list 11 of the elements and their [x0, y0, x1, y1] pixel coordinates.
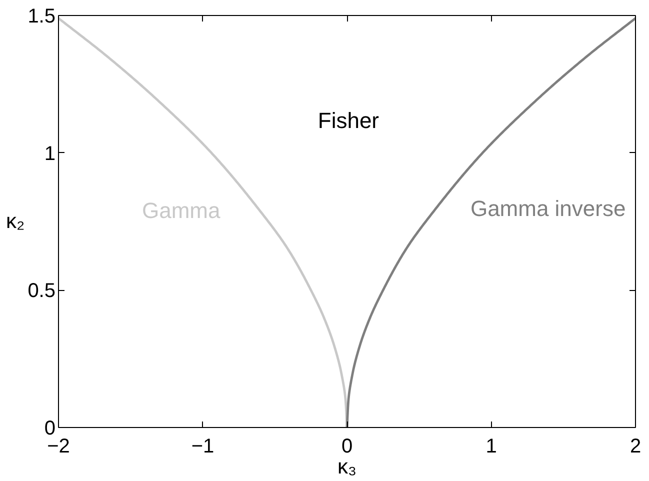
x-tick-label: 1 — [486, 436, 497, 458]
annotation: Fisher — [318, 108, 380, 134]
series-label: Gamma inverse — [470, 196, 626, 222]
x-axis-title: κ₃ — [337, 456, 357, 478]
x-tick-label: 0 — [341, 436, 353, 458]
x-tick-label: −1 — [191, 436, 214, 458]
x-tick-label: 2 — [630, 436, 642, 458]
y-tick-label: 0.5 — [28, 280, 56, 302]
y-axis-title: κ₂ — [6, 210, 25, 233]
y-tick-label: 1.5 — [28, 6, 56, 28]
y-tick-label: 1 — [44, 142, 56, 165]
